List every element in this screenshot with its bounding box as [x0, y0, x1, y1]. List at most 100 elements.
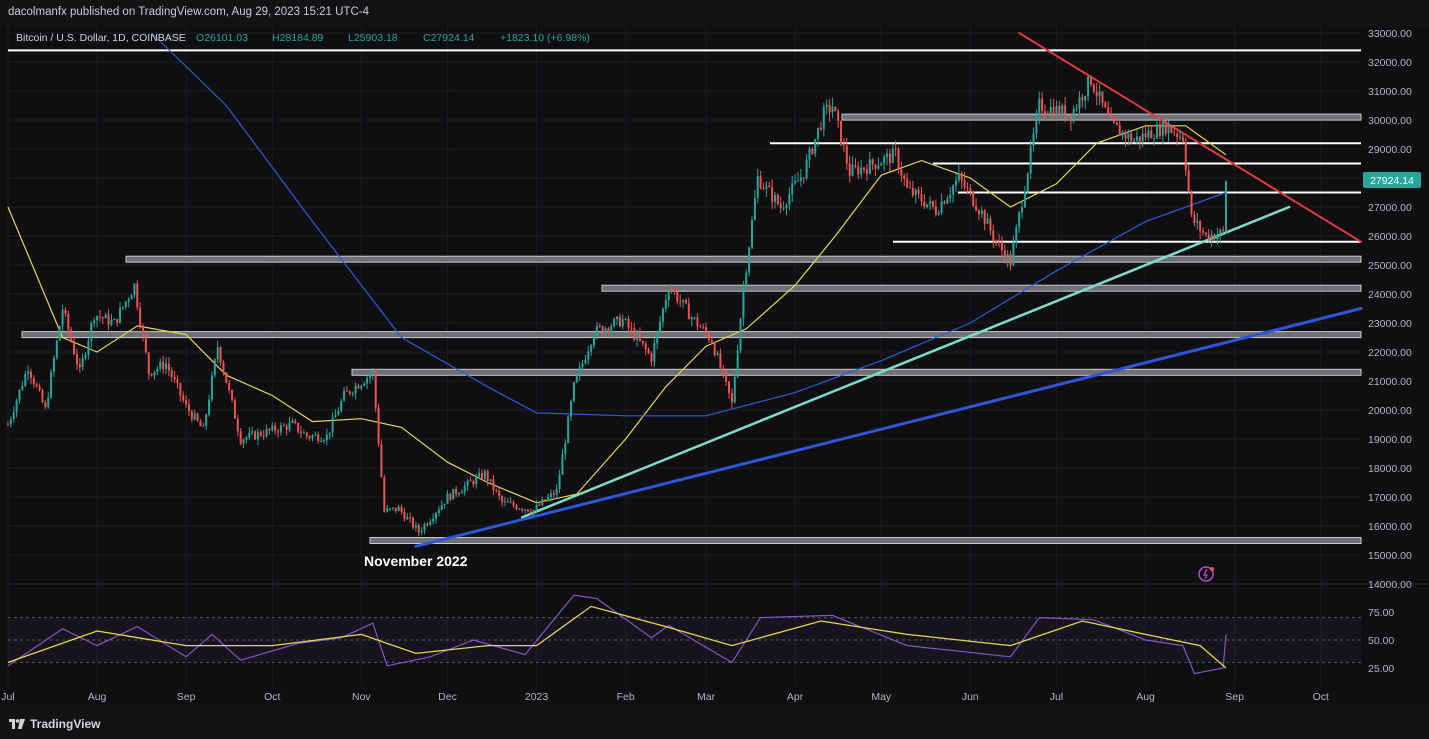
candle-body [957, 173, 960, 181]
candle-body [1224, 181, 1227, 232]
candle-body [555, 488, 558, 495]
candle-body [558, 474, 561, 489]
candle-body [348, 391, 351, 394]
rsi-y-tick-label: 50.00 [1368, 635, 1394, 647]
candle-body [702, 327, 705, 329]
candle-body [7, 424, 9, 426]
candle-body [782, 207, 785, 209]
candle-body [544, 499, 547, 501]
last-price-label: 27924.14 [1370, 175, 1414, 187]
candle-body [101, 317, 104, 319]
candle-body [593, 336, 596, 346]
candle-body [216, 347, 219, 360]
candle-body [256, 432, 259, 440]
candle-body [121, 306, 124, 309]
candle-body [618, 316, 621, 327]
candle-body [9, 418, 12, 425]
candle-body [796, 180, 799, 182]
y-tick-label: 19000.00 [1368, 434, 1412, 446]
candle-body [1023, 191, 1026, 208]
alert-icon[interactable] [1198, 566, 1214, 582]
candle-body [1015, 227, 1018, 243]
candle-body [524, 509, 527, 511]
candle-body [130, 295, 133, 300]
candle-body [633, 328, 636, 340]
candle-body [607, 328, 610, 332]
candle-body [636, 333, 639, 340]
candle-body [254, 431, 257, 440]
y-tick-label: 26000.00 [1368, 231, 1412, 243]
candle-body [409, 516, 412, 518]
price-chart[interactable]: 33000.00 32000.00 31000.00 30000.00 29000.00… [0, 0, 1429, 705]
candle-body [1069, 115, 1072, 122]
x-tick-label: Sep [177, 691, 196, 703]
candle-body [480, 473, 483, 479]
y-tick-label: 31000.00 [1368, 86, 1412, 98]
y-tick-label: 21000.00 [1368, 376, 1412, 388]
candle-body [621, 319, 624, 327]
x-tick-label: Nov [352, 691, 371, 703]
candle-body [888, 153, 891, 164]
candle-body [429, 521, 432, 525]
candle-body [475, 476, 478, 485]
candle-body [1179, 136, 1182, 138]
candle-body [199, 420, 202, 427]
candle-body [29, 371, 32, 378]
candle-body [190, 411, 193, 420]
candle-body [334, 415, 337, 418]
candle-body [380, 444, 383, 478]
trendline-resistance [1018, 32, 1362, 243]
candle-body [845, 145, 848, 164]
candle-body [248, 432, 251, 438]
candle-body [748, 247, 751, 273]
candle-body [773, 195, 776, 202]
candle-body [929, 201, 932, 205]
candle-body [55, 340, 58, 359]
candle-body [1066, 115, 1069, 119]
candle-body [728, 381, 731, 394]
candle-body [900, 168, 903, 176]
candle-body [239, 431, 242, 444]
ohlc-low: L25903.18 [348, 32, 398, 44]
candle-body [512, 502, 515, 506]
candle-body [1158, 124, 1161, 136]
candle-body [779, 203, 782, 209]
candle-body [917, 189, 920, 194]
candle-body [162, 361, 165, 370]
candle-body [50, 371, 53, 398]
candle-body [1092, 84, 1095, 92]
candle-body [1138, 136, 1141, 142]
candle-body [840, 120, 843, 145]
candle-body [406, 516, 409, 520]
candle-body [920, 193, 923, 202]
candle-body [449, 493, 452, 500]
candle-body [61, 309, 64, 327]
candle-body [1110, 114, 1113, 119]
candle-body [389, 508, 392, 510]
candle-body [541, 499, 544, 506]
candle-body [478, 473, 481, 477]
candle-body [521, 508, 524, 511]
candle-body [110, 319, 113, 325]
publisher-text: dacolmanfx published on TradingView.com,… [8, 6, 369, 18]
candle-body [1026, 173, 1029, 192]
tradingview-brand[interactable]: TradingView [9, 717, 100, 731]
candle-body [460, 491, 463, 494]
candle-body [842, 144, 845, 146]
candle-body [32, 377, 35, 385]
candle-body [463, 485, 466, 492]
candle-body [1084, 96, 1087, 101]
candle-body [245, 437, 248, 440]
candle-body [446, 493, 449, 504]
candle-body [73, 340, 76, 355]
candle-body [506, 501, 509, 503]
candle-body [300, 431, 303, 434]
candle-body [394, 507, 397, 512]
candle-body [1112, 118, 1115, 123]
candle-body [811, 148, 814, 154]
candle-body [529, 511, 532, 513]
candle-body [1187, 170, 1190, 192]
candle-body [343, 390, 346, 401]
y-tick-label: 24000.00 [1368, 289, 1412, 301]
candle-body [291, 420, 294, 423]
